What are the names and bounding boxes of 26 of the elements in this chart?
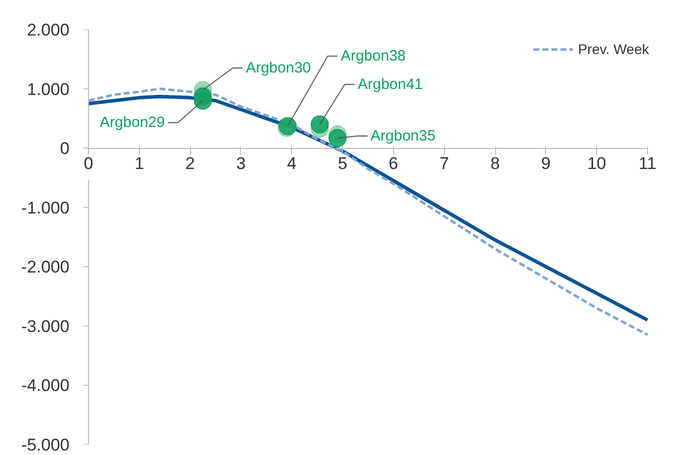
y-tick-label: 2.000 <box>26 20 70 40</box>
x-tick-label: 4 <box>287 154 297 174</box>
x-tick-label: 8 <box>490 154 500 174</box>
x-tick-label: 3 <box>236 154 246 174</box>
y-tick-label: -1.000 <box>21 198 70 218</box>
x-tick-label: 5 <box>338 154 348 174</box>
y-tick-label: 1.000 <box>26 80 70 99</box>
x-tick-label: 7 <box>440 154 449 174</box>
annotation: Argbon30 <box>246 59 311 76</box>
x-tick-label: 0 <box>84 154 94 174</box>
y-tick-label: -4.000 <box>21 376 70 396</box>
y-tick-label: -5.000 <box>21 436 70 454</box>
annotation: Argbon38 <box>340 48 406 65</box>
annotation: Argbon35 <box>370 127 436 144</box>
annotation: Argbon29 <box>100 114 165 132</box>
legend-label: Prev. Week <box>578 41 649 57</box>
annotation: Argbon41 <box>358 76 423 93</box>
x-tick-label: 2 <box>185 154 195 174</box>
y-tick-label: -2.000 <box>21 258 70 277</box>
x-tick-label: 9 <box>541 154 551 174</box>
x-tick-label: 6 <box>388 154 398 174</box>
y-tick-label: 0 <box>60 139 70 158</box>
x-tick-label: 11 <box>638 154 656 174</box>
x-tick-label: 10 <box>587 154 606 174</box>
y-tick-label: -3.000 <box>21 316 70 336</box>
x-tick-label: 1 <box>134 154 144 174</box>
